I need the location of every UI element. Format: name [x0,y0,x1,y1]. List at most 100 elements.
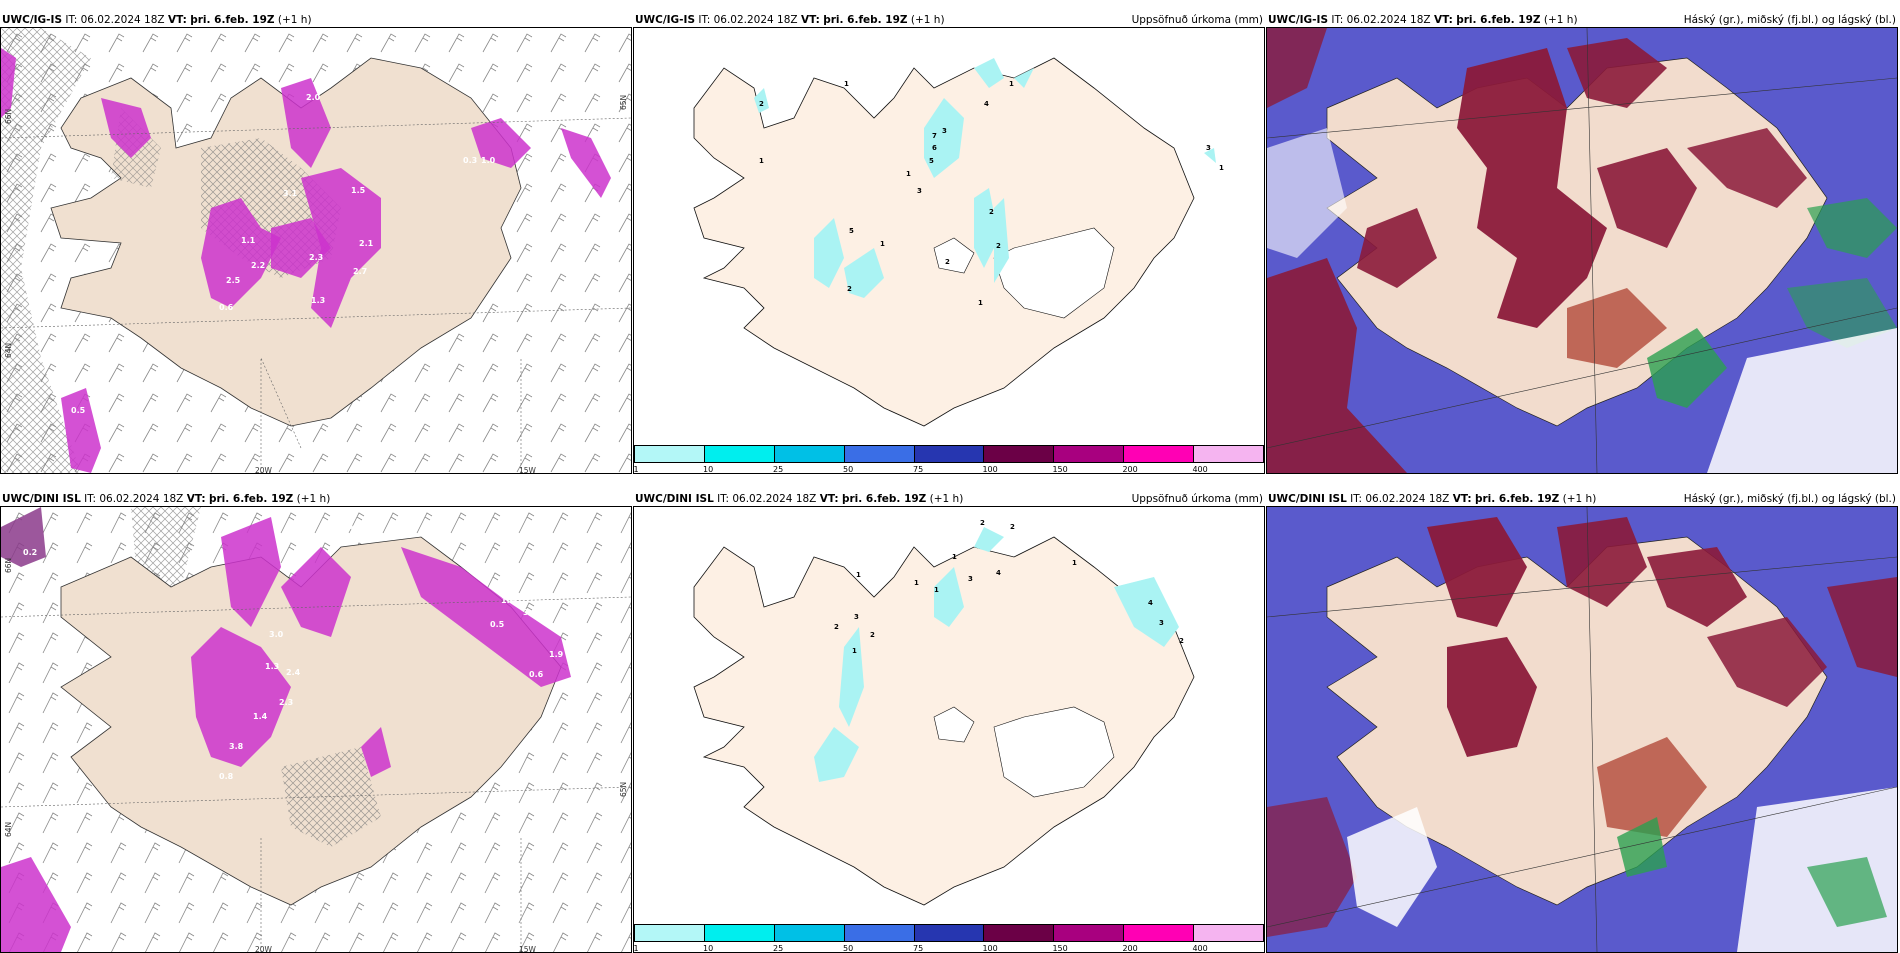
panel-subtitle: Uppsöfnuð úrkoma (mm) [1131,14,1263,26]
cloud-map[interactable] [1266,506,1898,953]
colorbar-segment [635,446,705,462]
svg-text:0.6: 0.6 [529,670,544,679]
svg-text:3: 3 [1206,144,1211,152]
colorbar-ticks: 1 10 25 50 75 100 150 200 400 [633,944,1264,953]
svg-text:1: 1 [759,157,764,165]
wind-map-svg: 0.2 1.6 3.0 1.3 2.4 2.3 1.4 3.8 0.8 0.5 … [1,507,631,952]
colorbar-tick: 400 [1192,944,1208,953]
panel-ig-wind: UWC/IG-IS IT: 06.02.2024 18Z VT: þri. 6.… [0,12,632,474]
colorbar-tick: 25 [772,465,784,474]
lon-label-15w: 15W [519,945,536,953]
precip-map[interactable]: 2 2 1 1 1 1 3 4 1 3 2 1 2 3 2 4 [633,506,1265,953]
wind-map[interactable]: 2.0 1.1 2.2 3.1 2.3 1.3 0.6 2.5 2.1 2.7 … [0,27,632,474]
panel-title: UWC/DINI ISL IT: 06.02.2024 18Z VT: þri.… [2,493,331,505]
colorbar-segment [1054,446,1125,462]
precip-map[interactable]: 1 2 1 4 1 3 7 6 5 1 3 2 2 5 1 2 2 1 3 1 [633,27,1265,474]
svg-text:1: 1 [1009,80,1014,88]
svg-text:2.0: 2.0 [306,93,321,102]
svg-text:2: 2 [1010,523,1015,531]
panel-ig-cloud: UWC/IG-IS IT: 06.02.2024 18Z VT: þri. 6.… [1266,12,1898,474]
contour-labels: 1 2 1 4 1 3 7 6 5 1 3 2 2 5 1 2 2 1 3 1 [759,80,1224,307]
panel-subtitle: Háský (gr.), miðský (fj.bl.) og lágský (… [1683,493,1896,505]
colorbar-tick: 10 [702,465,714,474]
colorbar-segment [1124,446,1195,462]
colorbar-tick: 100 [982,944,998,953]
svg-text:0.2: 0.2 [23,548,37,557]
svg-text:3.8: 3.8 [229,742,244,751]
colorbar-tick: 25 [772,944,784,953]
svg-text:1.9: 1.9 [549,650,564,659]
lon-label-15w: 15W [519,466,536,474]
svg-text:1.3: 1.3 [311,296,325,305]
colorbar-segment [1054,925,1125,941]
colorbar-tick: 1 [633,944,639,953]
svg-text:1.4: 1.4 [253,712,268,721]
svg-text:4: 4 [1148,599,1153,607]
svg-text:2: 2 [989,208,994,216]
svg-text:2: 2 [847,285,852,293]
colorbar-segment [774,925,845,941]
svg-text:3: 3 [942,127,947,135]
svg-text:1.1: 1.1 [241,236,256,245]
colorbar-segment [1194,925,1264,941]
colorbar-ticks: 1 10 25 50 75 100 150 200 400 [633,465,1264,474]
svg-text:1.3: 1.3 [265,662,279,671]
colorbar-segment [914,925,985,941]
precip-colorbar [634,924,1264,942]
colorbar-segment [844,925,915,941]
svg-text:1: 1 [856,571,861,579]
colorbar-tick: 1 [633,465,639,474]
svg-text:4: 4 [996,569,1001,577]
svg-text:2.1: 2.1 [359,239,374,248]
lat-label-66n: 66N [4,108,13,124]
colorbar-segment [984,925,1055,941]
svg-text:2.5: 2.5 [226,276,241,285]
precip-map-svg: 2 2 1 1 1 1 3 4 1 3 2 1 2 3 2 4 [693,519,1195,906]
svg-text:1: 1 [914,579,919,587]
panel-subtitle: Háský (gr.), miðský (fj.bl.) og lágský (… [1683,14,1896,26]
svg-text:0.3: 0.3 [463,156,477,165]
precip-magenta [201,198,281,308]
svg-text:1.0: 1.0 [501,596,516,605]
svg-text:3.1: 3.1 [283,189,298,198]
svg-text:1: 1 [978,299,983,307]
colorbar-segment [704,446,775,462]
svg-text:0.8: 0.8 [219,772,234,781]
colorbar-segment [914,446,985,462]
svg-text:1: 1 [1072,559,1077,567]
contour-labels: 2 2 1 1 1 1 3 4 1 3 2 1 2 3 2 4 [834,519,1184,655]
svg-text:2: 2 [996,242,1001,250]
wind-map[interactable]: 0.2 1.6 3.0 1.3 2.4 2.3 1.4 3.8 0.8 0.5 … [0,506,632,953]
svg-text:7: 7 [932,132,937,140]
panel-title: UWC/DINI ISL IT: 06.02.2024 18Z VT: þri.… [1268,493,1597,505]
colorbar-segment [1124,925,1195,941]
colorbar-segment [984,446,1055,462]
panel-title: UWC/IG-IS IT: 06.02.2024 18Z VT: þri. 6.… [635,14,945,26]
panel-ig-precip: UWC/IG-IS IT: 06.02.2024 18Z VT: þri. 6.… [633,12,1265,474]
wind-map-svg: 2.0 1.1 2.2 3.1 2.3 1.3 0.6 2.5 2.1 2.7 … [1,28,631,473]
colorbar-segment [704,925,775,941]
panel-dini-wind: UWC/DINI ISL IT: 06.02.2024 18Z VT: þri.… [0,491,632,953]
svg-text:5: 5 [929,157,934,165]
panel-title: UWC/DINI ISL IT: 06.02.2024 18Z VT: þri.… [635,493,964,505]
lat-label-66n: 66N [4,557,13,573]
svg-text:3: 3 [917,187,922,195]
iceland-land [693,57,1195,427]
colorbar-tick: 75 [912,944,924,953]
lon-label-20w: 20W [255,466,272,474]
svg-text:4: 4 [984,100,989,108]
svg-text:1: 1 [844,80,849,88]
svg-text:2: 2 [1179,637,1184,645]
svg-text:3: 3 [854,613,859,621]
value-labels: 2.0 1.1 2.2 3.1 2.3 1.3 0.6 2.5 2.1 2.7 … [71,93,496,415]
svg-text:3.6: 3.6 [523,608,538,617]
panel-title: UWC/IG-IS IT: 06.02.2024 18Z VT: þri. 6.… [1268,14,1578,26]
lat-label-65n: 65N [619,94,628,110]
svg-text:1.0: 1.0 [481,156,496,165]
colorbar-tick: 150 [1052,465,1068,474]
svg-text:1.6: 1.6 [339,522,354,531]
svg-text:2.4: 2.4 [286,668,301,677]
colorbar-segment [1194,446,1264,462]
cloud-map[interactable] [1266,27,1898,474]
svg-text:2: 2 [980,519,985,527]
